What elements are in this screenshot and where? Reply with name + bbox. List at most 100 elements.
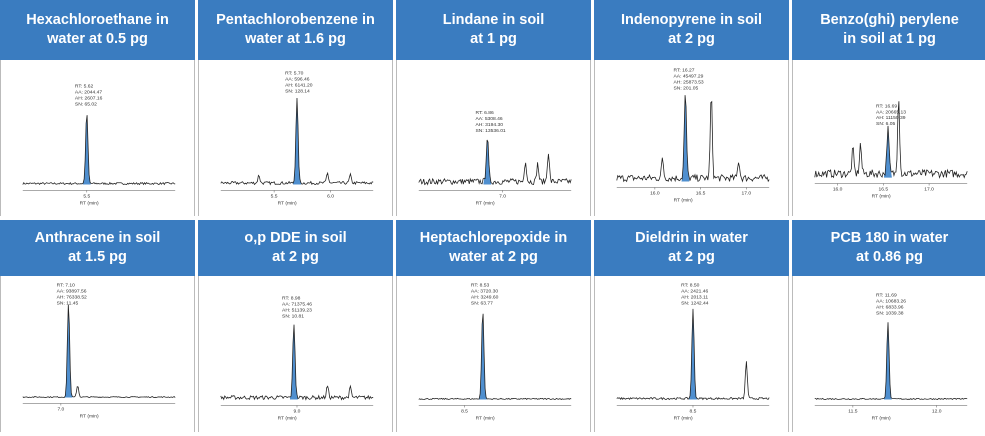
title-line: at 1 pg — [470, 31, 517, 47]
peak-annotation: AH: 11150.39 — [876, 115, 906, 121]
tick-label: 17.0 — [924, 186, 934, 192]
trace — [418, 139, 572, 186]
peak-annotation: SN: 128.14 — [285, 88, 310, 94]
panel-title: Lindane in soil at 1 pg — [396, 0, 591, 60]
panel-body: RT: 5.62 AA: 2044.47 AH: 2607.16 SN: 65.02 5… — [0, 60, 195, 216]
peak-annotation: AA: 10683.26 — [876, 299, 906, 305]
peak-annotation: RT: 5.70 — [285, 71, 304, 77]
panel-title: Hexachloroethane in water at 0.5 pg — [0, 0, 195, 60]
panel-title: o,p DDE in soil at 2 pg — [198, 216, 393, 276]
title-line: Indenopyrene in soil — [621, 12, 762, 28]
peak-annotation: AH: 6833.96 — [876, 304, 904, 310]
peak-annotation: RT: 6.86 — [475, 110, 494, 116]
x-axis-label: RT (min) — [872, 193, 891, 199]
peak-annotation: AA: 71375.46 — [282, 302, 312, 308]
panel-title: Heptachlorepoxide in water at 2 pg — [396, 216, 591, 276]
trace — [616, 308, 770, 401]
panel-title: Benzo(ghi) perylene in soil at 1 pg — [792, 0, 985, 60]
peak-area — [64, 304, 73, 398]
peak-annotation: SN: 65.02 — [75, 101, 97, 107]
tick-label: 8.5 — [690, 408, 697, 414]
panel-title: Pentachlorobenzene in water at 1.6 pg — [198, 0, 393, 60]
peak-annotation: SN: 1242.44 — [681, 301, 709, 307]
title-line: at 2 pg — [668, 249, 715, 265]
panel-title: Dieldrin in water at 2 pg — [594, 216, 789, 276]
peak-annotation: SN: 11.45 — [57, 301, 79, 307]
trace — [616, 95, 770, 183]
trace — [220, 324, 374, 401]
title-line: at 2 pg — [272, 249, 319, 265]
panel-body: RT: 8.50 AA: 2421.46 AH: 2013.11 SN: 1242.4… — [594, 276, 789, 432]
peak-annotation: AA: 20665.13 — [876, 109, 906, 115]
trace — [220, 97, 374, 186]
peak-annotation: AH: 3194.30 — [475, 122, 503, 128]
panel-body: RT: 6.86 AA: 5308.46 AH: 3194.30 SN: 13536.… — [396, 60, 591, 216]
peak-annotation: AH: 2013.11 — [681, 295, 708, 301]
peak-annotation: AA: 93897.56 — [57, 289, 87, 295]
peak-area — [478, 313, 487, 400]
x-axis-label: RT (min) — [80, 413, 99, 419]
tick-label: 16.5 — [879, 186, 889, 192]
peak-annotation: SN: 13536.01 — [475, 128, 505, 134]
x-axis-label: RT (min) — [872, 415, 891, 421]
tick-label: 16.0 — [833, 186, 843, 192]
peak-annotation: RT: 8.50 — [681, 283, 700, 289]
peak-area — [293, 97, 301, 185]
x-axis-label: RT (min) — [476, 415, 495, 421]
tick-label: 17.0 — [742, 190, 752, 196]
peak-annotation: AH: 76338.52 — [57, 295, 87, 301]
trace — [814, 322, 968, 400]
tick-label: 16.0 — [650, 190, 660, 196]
tick-label: 11.5 — [848, 408, 857, 414]
trace — [22, 304, 176, 399]
title-line: o,p DDE in soil — [244, 230, 347, 246]
title-line: in soil at 1 pg — [843, 31, 936, 47]
title-line: Heptachlorepoxide in — [419, 230, 568, 246]
tick-label: 6.0 — [327, 193, 334, 199]
title-line: Benzo(ghi) perylene — [820, 12, 959, 28]
peak-annotation: RT: 16.27 — [673, 68, 694, 74]
peak-area — [883, 322, 892, 400]
peak-annotation: RT: 7.10 — [57, 283, 76, 289]
peak-annotation: SN: 201.05 — [673, 86, 698, 92]
title-line: at 1.5 pg — [68, 249, 127, 265]
x-axis-label: RT (min) — [80, 200, 99, 206]
tick-label: 7.0 — [499, 193, 506, 199]
x-axis-label: RT (min) — [674, 415, 693, 421]
trace — [22, 115, 176, 186]
peak-area — [689, 308, 697, 400]
peak-annotation: AH: 6141.20 — [285, 83, 313, 89]
peak-annotation: AA: 5308.46 — [475, 116, 502, 122]
peak-annotation: AA: 2421.46 — [681, 289, 708, 295]
peak-annotation: RT: 11.69 — [876, 293, 897, 299]
tick-label: 5.5 — [271, 193, 278, 199]
title-line: water at 2 pg — [449, 249, 538, 265]
x-axis-label: RT (min) — [476, 200, 495, 206]
peak-annotation: AA: 2044.47 — [75, 89, 102, 95]
title-line: water at 1.6 pg — [245, 31, 346, 47]
panel-title: Indenopyrene in soil at 2 pg — [594, 0, 789, 60]
title-line: Dieldrin in water — [635, 230, 748, 246]
x-axis-label: RT (min) — [674, 197, 693, 203]
panel-body: RT: 8.98 AA: 71375.46 AH: 51139.23 SN: 10.8… — [198, 276, 393, 432]
title-line: PCB 180 in water — [830, 230, 949, 246]
tick-label: 12.0 — [932, 408, 942, 414]
tick-label: 8.5 — [461, 408, 468, 414]
peak-annotation: RT: 16.69 — [876, 103, 897, 109]
panel-title: PCB 180 in water at 0.86 pg — [792, 216, 985, 276]
trace — [814, 101, 968, 179]
title-line: at 2 pg — [668, 31, 715, 47]
x-axis-label: RT (min) — [278, 200, 297, 206]
peak-annotation: SN: 6.05 — [876, 121, 895, 127]
title-line: Hexachloroethane in — [26, 12, 169, 28]
peak-annotation: AA: 45497.29 — [673, 74, 703, 80]
